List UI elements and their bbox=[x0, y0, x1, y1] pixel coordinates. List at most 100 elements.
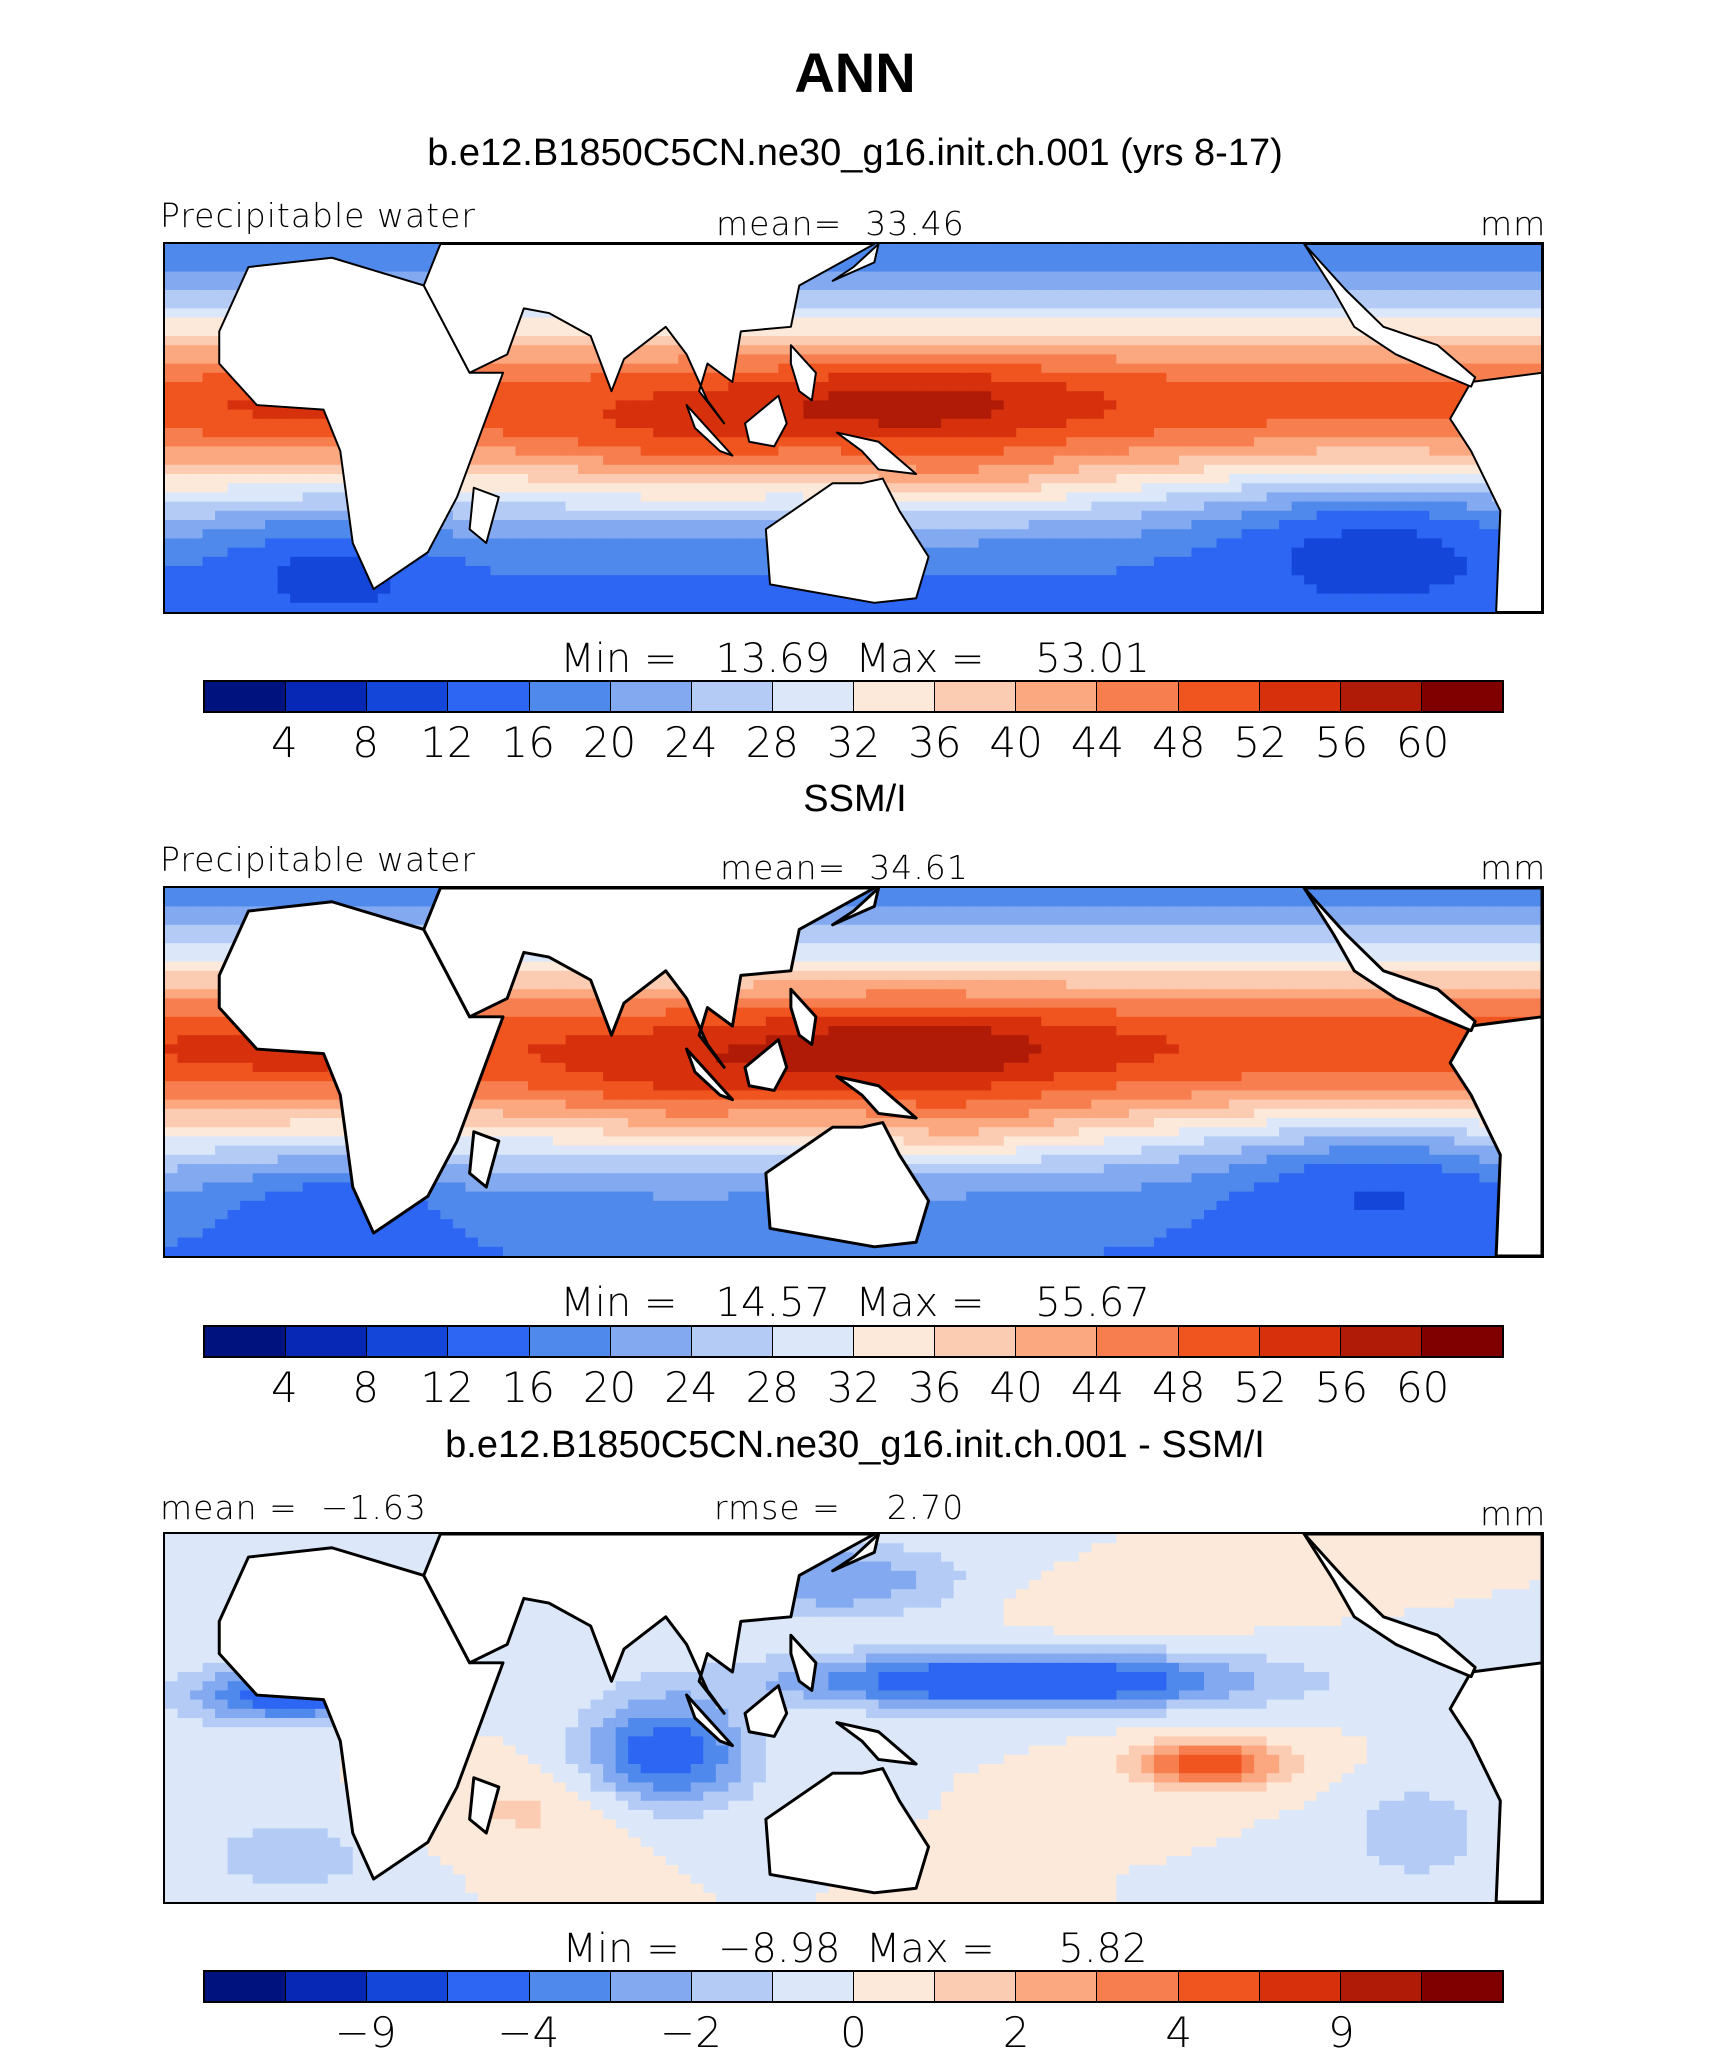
field-cell bbox=[1028, 372, 1042, 383]
field-cell bbox=[715, 418, 729, 429]
colorbar-swatch bbox=[367, 682, 449, 711]
field-cell bbox=[202, 989, 216, 999]
field-cell bbox=[1053, 547, 1067, 558]
field-cell bbox=[1329, 593, 1343, 604]
field-cell bbox=[1404, 363, 1418, 374]
field-cell bbox=[227, 1026, 241, 1036]
field-cell bbox=[1191, 455, 1205, 466]
field-cell bbox=[916, 382, 930, 392]
field-cell bbox=[590, 556, 604, 567]
field-cell bbox=[1241, 575, 1255, 585]
field-cell bbox=[227, 253, 241, 263]
field-cell bbox=[953, 501, 967, 512]
field-cell bbox=[1266, 584, 1280, 595]
field-cell bbox=[1003, 382, 1017, 392]
field-cell bbox=[966, 345, 980, 355]
field-cell bbox=[1329, 372, 1343, 383]
field-cell bbox=[1166, 510, 1180, 521]
field-cell bbox=[540, 409, 554, 420]
field-cell bbox=[302, 1072, 316, 1082]
colorbar-tick-label: 60 bbox=[1395, 718, 1450, 767]
field-cell bbox=[1166, 520, 1180, 530]
field-cell bbox=[740, 336, 754, 346]
field-cell bbox=[190, 1182, 204, 1193]
field-cell bbox=[227, 1228, 241, 1239]
field-cell bbox=[715, 602, 729, 612]
colorbar-tick-label: 4 bbox=[270, 718, 298, 767]
field-cell bbox=[1504, 299, 1518, 309]
field-cell bbox=[1441, 391, 1455, 401]
field-cell bbox=[327, 437, 341, 447]
field-cell bbox=[1316, 345, 1330, 355]
field-cell bbox=[966, 446, 980, 457]
field-cell bbox=[1053, 593, 1067, 604]
panel-2-center-label: mean= 34.61 bbox=[720, 848, 969, 887]
field-cell bbox=[1041, 428, 1055, 438]
field-cell bbox=[177, 382, 191, 392]
field-cell bbox=[515, 446, 529, 457]
field-cell bbox=[1066, 501, 1080, 512]
field-cell bbox=[315, 529, 329, 539]
field-cell bbox=[903, 409, 917, 420]
field-cell bbox=[215, 1145, 229, 1156]
field-cell bbox=[991, 262, 1005, 273]
field-cell bbox=[1166, 354, 1180, 365]
field-cell bbox=[227, 566, 241, 576]
field-cell bbox=[502, 501, 517, 512]
field-cell bbox=[1003, 492, 1017, 503]
field-cell bbox=[1416, 428, 1430, 438]
field-cell bbox=[590, 354, 604, 365]
field-cell bbox=[177, 602, 191, 612]
field-cell bbox=[1466, 299, 1481, 309]
field-cell bbox=[277, 593, 291, 604]
field-cell bbox=[240, 566, 254, 576]
field-cell bbox=[277, 602, 291, 612]
field-cell bbox=[1028, 510, 1042, 521]
field-cell bbox=[1491, 354, 1506, 365]
field-cell bbox=[1016, 593, 1030, 604]
field-cell bbox=[1191, 529, 1205, 539]
field-cell bbox=[165, 510, 179, 521]
field-cell bbox=[190, 1016, 204, 1027]
field-cell bbox=[190, 501, 204, 512]
field-cell bbox=[1191, 290, 1205, 300]
field-cell bbox=[1341, 602, 1355, 612]
field-cell bbox=[828, 474, 842, 484]
field-cell bbox=[1291, 280, 1305, 291]
field-cell bbox=[252, 1219, 266, 1229]
field-cell bbox=[240, 897, 254, 907]
field-cell bbox=[1078, 474, 1092, 484]
field-cell bbox=[177, 253, 191, 263]
field-cell bbox=[1241, 262, 1255, 273]
field-cell bbox=[302, 1219, 316, 1229]
field-cell bbox=[302, 547, 316, 558]
field-cell bbox=[578, 483, 592, 493]
field-cell bbox=[1366, 280, 1380, 291]
field-cell bbox=[891, 244, 905, 254]
field-cell bbox=[1103, 428, 1117, 438]
field-cell bbox=[540, 354, 554, 365]
field-cell bbox=[302, 510, 316, 521]
field-cell bbox=[1066, 602, 1080, 612]
field-cell bbox=[728, 474, 742, 484]
field-cell bbox=[1279, 446, 1293, 457]
field-cell bbox=[1178, 428, 1193, 438]
field-cell bbox=[1153, 566, 1168, 576]
field-cell bbox=[177, 326, 191, 337]
field-cell bbox=[202, 602, 216, 612]
field-cell bbox=[1316, 354, 1330, 365]
field-cell bbox=[315, 556, 329, 567]
field-cell bbox=[215, 584, 229, 595]
field-cell bbox=[1279, 593, 1293, 604]
field-cell bbox=[565, 345, 579, 355]
field-cell bbox=[828, 290, 842, 300]
field-cell bbox=[1204, 345, 1218, 355]
field-cell bbox=[1341, 584, 1355, 595]
field-cell bbox=[177, 906, 191, 917]
field-cell bbox=[302, 529, 316, 539]
field-cell bbox=[165, 262, 179, 273]
field-cell bbox=[177, 943, 191, 953]
field-cell bbox=[1103, 363, 1117, 374]
field-cell bbox=[1454, 271, 1468, 282]
field-cell bbox=[1091, 363, 1105, 374]
